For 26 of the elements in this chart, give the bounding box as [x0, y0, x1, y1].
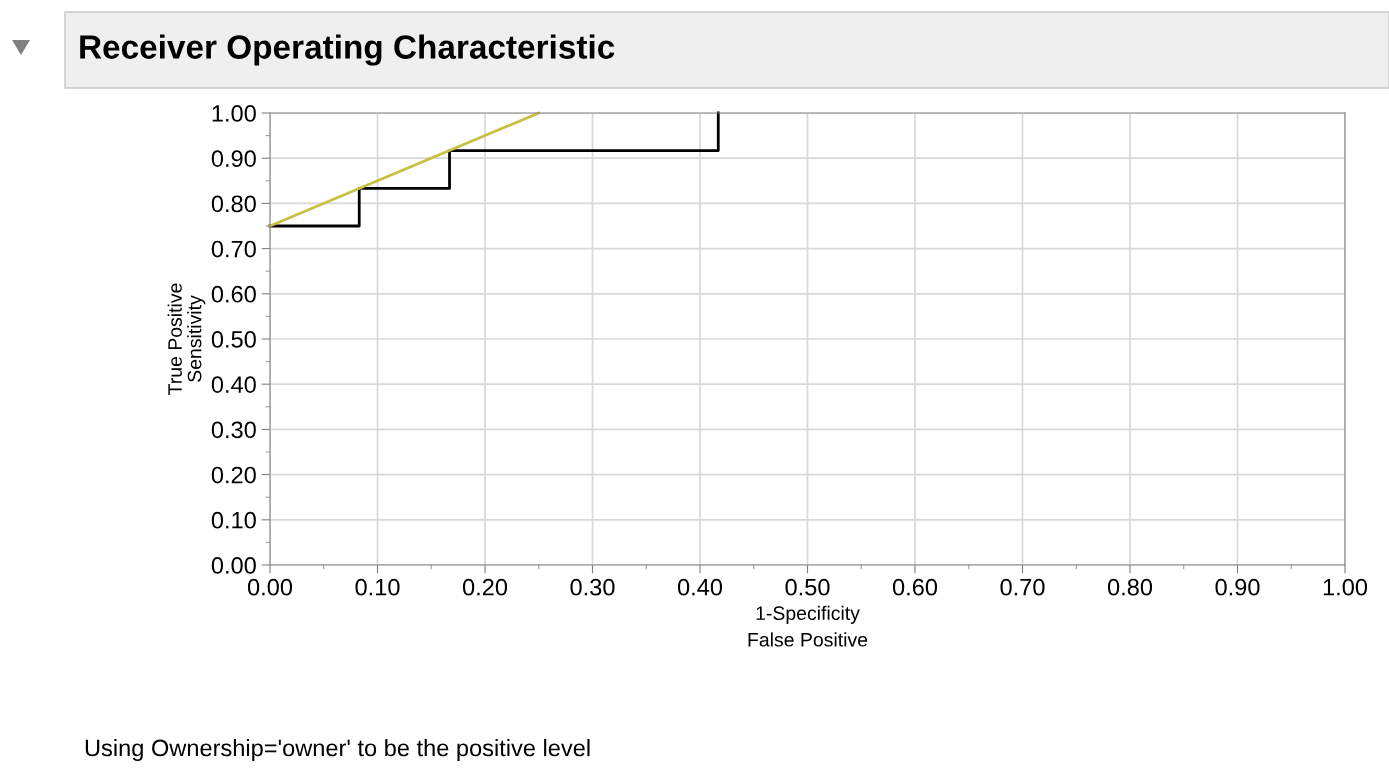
x-tick-label: 0.10 — [355, 578, 400, 596]
x-tick-label: 0.70 — [1000, 578, 1045, 596]
x-tick-label: 0.20 — [462, 578, 508, 596]
y-tick-label: 0.60 — [211, 285, 256, 303]
y-tick-label: 0.80 — [211, 195, 256, 213]
x-tick-label: 0.80 — [1107, 578, 1153, 596]
y-tick-label: 1.00 — [212, 105, 256, 122]
y-tick-label: 0.20 — [211, 466, 256, 484]
y-tick-label: 0.00 — [211, 557, 256, 574]
y-tick-label: 0.50 — [211, 331, 256, 348]
chart-title: Receiver Operating Characteristic — [80, 34, 615, 66]
x-tick-label: 0.90 — [1215, 578, 1260, 596]
x-tick-label: 0.00 — [247, 578, 293, 596]
x-tick-label: 0.30 — [570, 578, 615, 596]
y-tick-label: 0.90 — [211, 150, 256, 167]
x-tick-label: 0.50 — [785, 578, 830, 596]
y-tick-label: 0.40 — [211, 376, 256, 393]
text: Using Ownership='owner' to be the positive level — [85, 738, 590, 762]
y-tick-label: 0.70 — [211, 240, 256, 258]
y-tick-label: 0.10 — [211, 511, 256, 529]
x-tick-label: 0.40 — [677, 578, 723, 596]
y-tick-label: 0.30 — [211, 421, 256, 439]
x-axis-title: 1-Specificity False Positive — [748, 605, 868, 647]
y-axis-title: True Positive Sensitivity — [167, 283, 206, 395]
x-tick-label: 0.60 — [892, 578, 938, 596]
x-tick-label: 1.00 — [1323, 578, 1368, 596]
